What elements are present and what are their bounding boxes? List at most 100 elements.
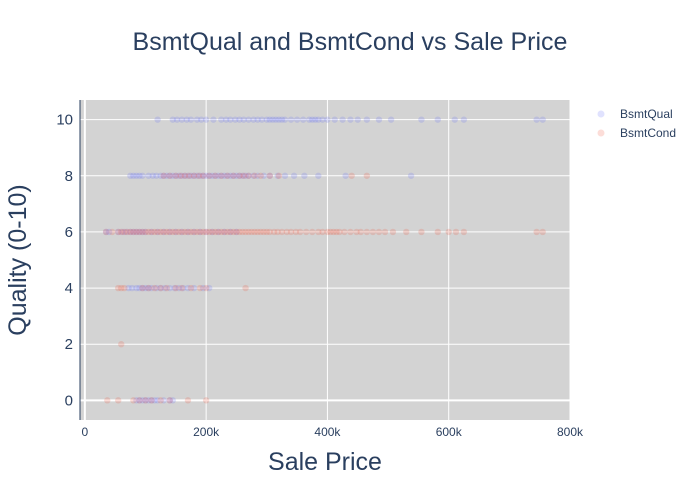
data-point-bsmtqual <box>149 172 156 179</box>
data-point-bsmtqual <box>274 172 281 179</box>
data-point-bsmtcond <box>145 228 152 236</box>
data-point-bsmtcond <box>266 172 274 179</box>
data-point-bsmtcond <box>296 228 304 236</box>
data-point-bsmtqual <box>202 116 210 123</box>
data-point-bsmtqual <box>222 116 230 123</box>
data-point-bsmtcond <box>202 284 210 292</box>
data-point-bsmtqual <box>193 172 201 179</box>
tick-labels: 0 200k 400k 600k 800k 0 2 4 6 8 10 <box>56 112 584 439</box>
y-tick-label: 4 <box>65 280 73 297</box>
data-point-bsmtqual <box>324 116 331 123</box>
data-point-bsmtcond <box>348 172 355 179</box>
data-point-bsmtqual <box>160 397 167 404</box>
data-point-bsmtqual <box>142 397 149 404</box>
data-point-bsmtqual <box>198 116 205 123</box>
data-point-bsmtcond <box>242 284 249 292</box>
data-point-bsmtqual <box>205 172 213 179</box>
data-point-bsmtcond <box>133 228 140 236</box>
data-point-bsmtqual <box>319 116 326 123</box>
legend-item-bsmtcond[interactable]: BsmtCond <box>597 126 677 140</box>
data-point-bsmtcond <box>275 172 283 179</box>
data-point-bsmtcond <box>212 172 219 179</box>
data-point-bsmtqual <box>221 172 228 179</box>
data-point-bsmtqual <box>254 172 261 179</box>
data-point-bsmtqual <box>151 397 158 404</box>
data-point-bsmtcond <box>460 228 468 236</box>
data-point-bsmtcond <box>270 228 278 236</box>
data-point-bsmtcond <box>151 228 158 236</box>
data-point-bsmtcond <box>539 228 546 236</box>
data-point-bsmtcond <box>115 397 122 404</box>
data-point-bsmtcond <box>202 228 210 236</box>
data-point-bsmtqual <box>184 284 192 292</box>
data-point-bsmtqual <box>187 116 195 123</box>
data-point-bsmtqual <box>451 116 458 123</box>
data-point-bsmtcond <box>248 228 255 236</box>
data-point-bsmtqual <box>290 172 298 179</box>
data-point-bsmtcond <box>403 228 410 236</box>
data-point-bsmtcond <box>195 172 203 179</box>
data-point-bsmtqual <box>221 228 228 236</box>
data-point-bsmtqual <box>236 116 243 123</box>
data-point-bsmtcond <box>319 228 326 236</box>
data-point-bsmtcond <box>193 228 201 236</box>
data-point-bsmtcond <box>336 228 343 236</box>
data-point-bsmtqual <box>212 172 219 179</box>
data-point-bsmtqual <box>169 172 176 179</box>
data-point-bsmtqual <box>154 116 161 123</box>
data-point-bsmtqual <box>233 228 240 236</box>
data-point-bsmtqual <box>202 228 210 236</box>
data-point-bsmtqual <box>119 228 126 236</box>
data-point-bsmtcond <box>278 228 286 236</box>
data-point-bsmtcond <box>190 228 198 236</box>
data-point-bsmtqual <box>172 228 180 236</box>
data-point-bsmtcond <box>118 228 125 236</box>
data-point-bsmtcond <box>102 228 110 236</box>
data-point-bsmtqual <box>227 116 234 123</box>
data-point-bsmtcond <box>154 228 161 236</box>
data-point-bsmtqual <box>153 172 160 179</box>
data-point-bsmtqual <box>236 172 243 179</box>
data-point-bsmtqual <box>136 284 143 292</box>
data-point-bsmtqual <box>154 228 161 236</box>
data-point-bsmtqual <box>148 284 155 292</box>
data-point-bsmtcond <box>353 228 360 236</box>
data-point-bsmtqual <box>240 116 247 123</box>
data-point-bsmtqual <box>139 284 146 292</box>
data-point-bsmtqual <box>245 172 252 179</box>
data-point-bsmtqual <box>178 172 186 179</box>
data-point-bsmtqual <box>272 116 280 123</box>
legend: BsmtQual BsmtCond <box>597 107 677 140</box>
data-point-bsmtcond <box>309 228 316 236</box>
legend-item-bsmtqual[interactable]: BsmtQual <box>597 107 673 121</box>
data-point-bsmtqual <box>127 228 134 236</box>
data-point-bsmtqual <box>153 284 160 292</box>
data-point-bsmtqual <box>281 172 289 179</box>
data-point-bsmtqual <box>230 172 237 179</box>
data-point-bsmtcond <box>239 228 246 236</box>
data-point-bsmtcond <box>257 228 264 236</box>
data-point-bsmtqual <box>347 116 354 123</box>
data-point-bsmtcond <box>157 284 164 292</box>
data-point-bsmtcond <box>187 284 195 292</box>
data-point-bsmtcond <box>184 397 192 404</box>
data-point-bsmtqual <box>209 228 216 236</box>
data-point-bsmtcond <box>303 228 310 236</box>
data-point-bsmtcond <box>172 172 180 179</box>
data-point-bsmtqual <box>172 172 180 179</box>
data-point-bsmtcond <box>121 284 128 292</box>
data-point-bsmtcond <box>245 228 252 236</box>
data-point-bsmtcond <box>185 172 193 179</box>
data-point-bsmtcond <box>260 228 267 236</box>
data-point-bsmtcond <box>166 397 173 404</box>
data-point-bsmtcond <box>263 228 270 236</box>
data-point-bsmtqual <box>199 172 207 179</box>
data-point-bsmtcond <box>172 228 180 236</box>
data-point-bsmtqual <box>331 116 338 123</box>
data-point-bsmtqual <box>157 172 164 179</box>
data-point-bsmtcond <box>434 228 441 236</box>
data-point-bsmtcond <box>240 172 247 179</box>
data-point-bsmtqual <box>278 116 286 123</box>
data-point-bsmtcond <box>184 228 192 236</box>
data-point-bsmtqual <box>239 172 246 179</box>
